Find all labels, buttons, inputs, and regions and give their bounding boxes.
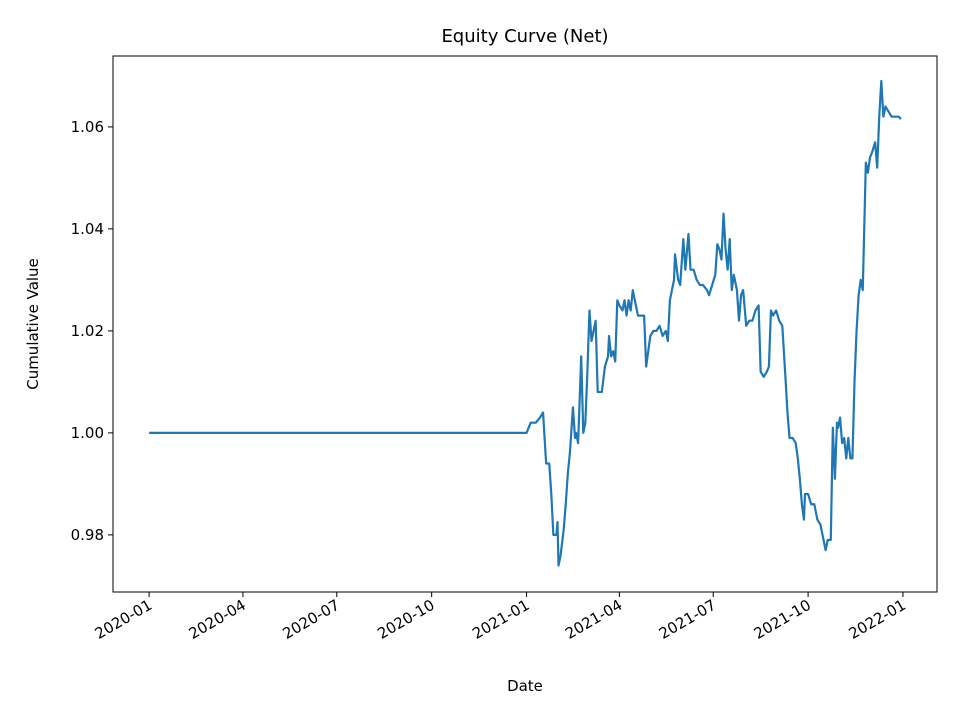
- y-tick-label: 1.04: [71, 220, 104, 238]
- plot-frame: [112, 55, 938, 593]
- x-axis-label: Date: [507, 677, 543, 695]
- y-tick-label: 1.02: [71, 322, 104, 340]
- y-tick-label: 1.06: [71, 118, 104, 136]
- y-tick-label: 0.98: [71, 526, 104, 544]
- equity-line: [149, 79, 902, 567]
- y-tick-label: 1.00: [71, 424, 104, 442]
- chart-title: Equity Curve (Net): [441, 26, 608, 47]
- y-axis-label: Cumulative Value: [24, 258, 42, 390]
